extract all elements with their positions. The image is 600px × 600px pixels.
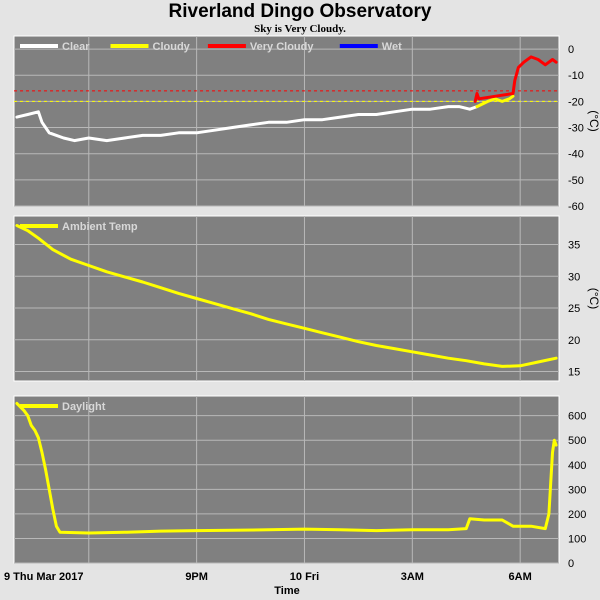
legend-label-daylight: Daylight — [62, 401, 106, 413]
x-tick-label: 6AM — [509, 571, 532, 583]
panel-2-y-tick-label: 20 — [568, 335, 580, 347]
chart-subtitle: Sky is Very Cloudy. — [254, 23, 346, 35]
x-tick-label: 3AM — [401, 571, 424, 583]
series-line-ambient-temp — [15, 224, 558, 368]
series-line-very-cloudy — [473, 55, 558, 103]
legend-label-clear: Clear — [62, 41, 90, 53]
panel-1-y-tick-label: -50 — [568, 175, 584, 187]
panel-3-y-tick-label: 0 — [568, 558, 574, 570]
series-line-clear — [15, 105, 479, 143]
chart-title: Riverland Dingo Observatory — [168, 1, 432, 22]
panel-2-y-tick-label: 30 — [568, 271, 580, 283]
panel-3-y-tick-label: 100 — [568, 533, 586, 545]
panel-1-y-tick-label: -20 — [568, 96, 584, 108]
x-tick-label: 10 Fri — [290, 571, 319, 583]
legend-label-very-cloudy: Very Cloudy — [250, 41, 314, 53]
panel-2-y-tick-label: 25 — [568, 303, 580, 315]
panel-1-y-axis-label: (°C) — [587, 110, 600, 131]
panel-2-plot-area — [13, 215, 560, 382]
panel-1-y-tick-label: -40 — [568, 149, 584, 161]
panel-1-y-tick-label: 0 — [568, 44, 574, 56]
x-tick-label: 9PM — [185, 571, 208, 583]
panel-1-y-tick-label: -10 — [568, 70, 584, 82]
legend-label-ambient-temp: Ambient Temp — [62, 221, 138, 233]
series-line-cloudy — [475, 94, 515, 109]
x-tick-label: 9 Thu Mar 2017 — [4, 571, 83, 583]
legend-swatch-clear — [20, 44, 58, 48]
panel-3-y-tick-label: 400 — [568, 460, 586, 472]
panel-1-y-tick-label: -60 — [568, 201, 584, 213]
panel-3-y-tick-label: 300 — [568, 484, 586, 496]
panel-3-y-tick-label: 500 — [568, 435, 586, 447]
panel-1-y-tick-label: -30 — [568, 123, 584, 135]
legend-swatch-very-cloudy — [207, 44, 246, 48]
legend-label-cloudy: Cloudy — [153, 41, 191, 53]
panel-3-y-tick-label: 600 — [568, 411, 586, 423]
panel-3-y-tick-label: 200 — [568, 509, 586, 521]
panel-2-y-tick-label: 15 — [568, 366, 580, 378]
panel-3-plot-area — [13, 395, 560, 564]
panel-2-y-axis-label: (°C) — [587, 288, 600, 309]
panel-2-y-tick-label: 35 — [568, 240, 580, 252]
legend-swatch-ambient-temp — [20, 224, 58, 228]
x-axis-label: Time — [274, 585, 299, 597]
legend-swatch-daylight — [20, 404, 58, 408]
series-line-daylight — [15, 401, 558, 535]
legend-swatch-cloudy — [110, 44, 149, 48]
legend-swatch-wet — [339, 44, 378, 48]
legend-label-wet: Wet — [382, 41, 402, 53]
